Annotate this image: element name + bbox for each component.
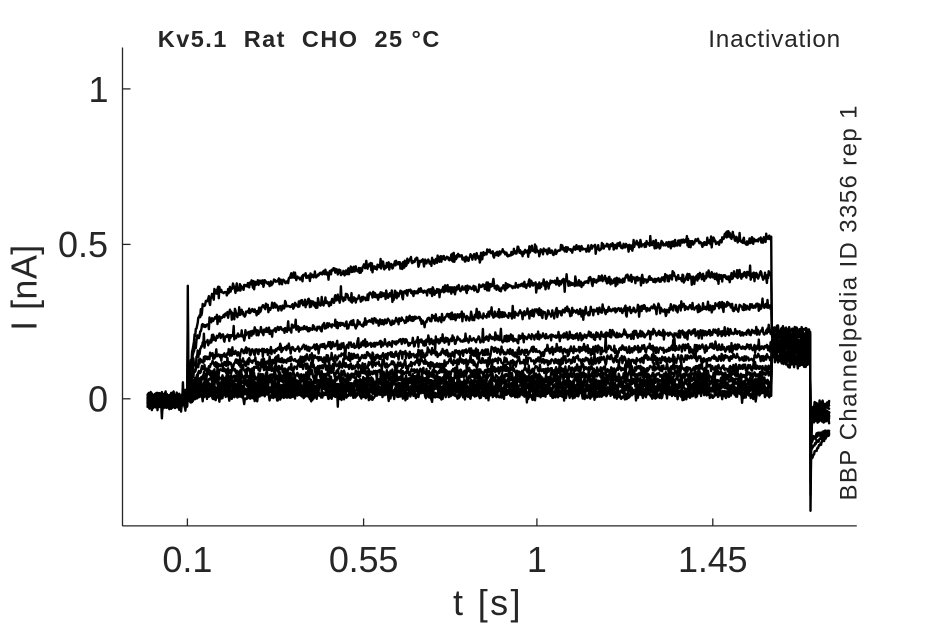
svg-text:Kv5.1 Rat CHO 25 °C: Kv5.1 Rat CHO 25 °C xyxy=(158,26,440,52)
svg-text:0.5: 0.5 xyxy=(58,224,108,265)
svg-text:Inactivation: Inactivation xyxy=(708,26,840,53)
svg-text:BBP Channelpedia ID 3356 rep 1: BBP Channelpedia ID 3356 rep 1 xyxy=(835,105,862,500)
svg-text:0.55: 0.55 xyxy=(329,539,399,580)
svg-text:1: 1 xyxy=(88,69,108,110)
svg-text:1: 1 xyxy=(527,539,547,580)
svg-text:I [nA]: I [nA] xyxy=(4,245,45,331)
svg-text:0: 0 xyxy=(88,379,108,420)
svg-text:0.1: 0.1 xyxy=(162,539,212,580)
svg-text:1.45: 1.45 xyxy=(678,539,748,580)
